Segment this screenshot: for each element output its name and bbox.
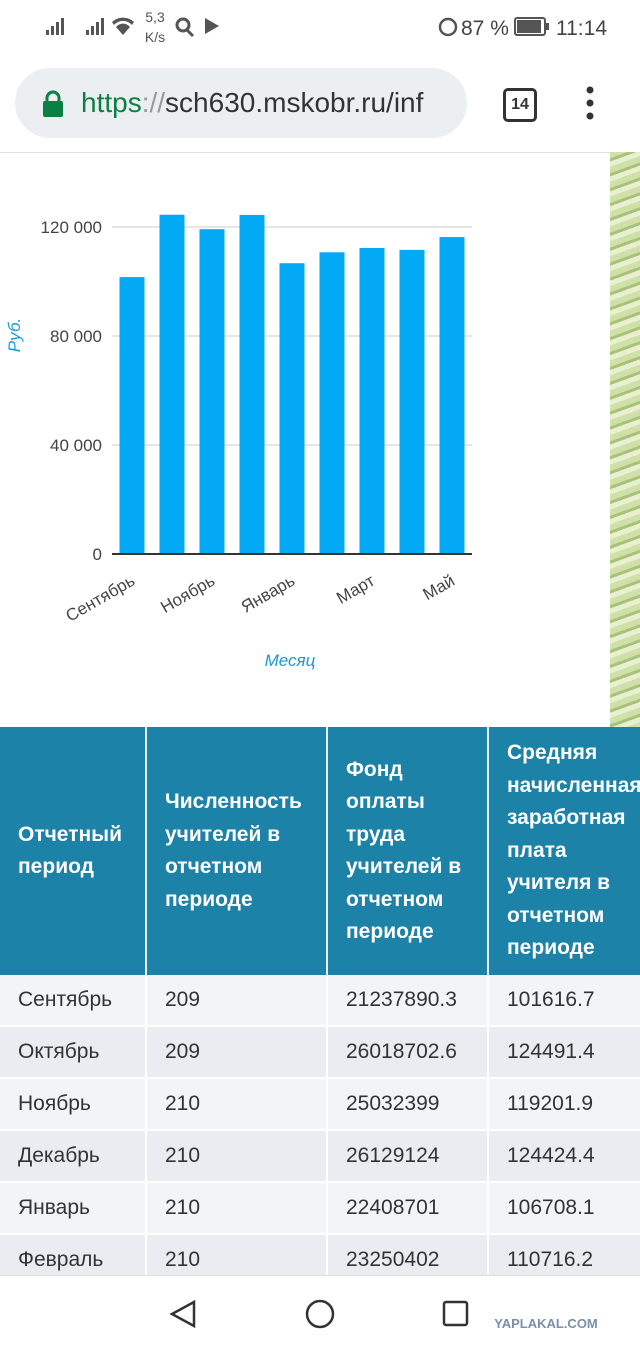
home-button[interactable] <box>305 1299 335 1329</box>
bar <box>239 214 265 554</box>
table-cell: Февраль <box>0 1234 147 1275</box>
status-bar: 5,3 K/s 87 % 11:14 <box>0 0 640 52</box>
salary-table: Отчетный период Численность учителей в от… <box>0 727 640 1275</box>
table-cell: Ноябрь <box>0 1078 147 1131</box>
header-cell: Средняя начисленная заработная плата учи… <box>488 727 640 975</box>
bar <box>399 249 425 554</box>
table-container: Отчетный период Численность учителей в от… <box>0 727 640 1275</box>
x-tick-label: Май <box>420 571 458 604</box>
url: https://sch630.mskobr.ru/inf <box>81 86 423 120</box>
header-cell: Отчетный период <box>0 727 147 975</box>
watermark: YAPLAKAL.COM <box>494 1316 598 1331</box>
table-cell: 21237890.3 <box>327 975 489 1027</box>
table-row: Февраль 210 23250402 110716.2 <box>0 1234 640 1275</box>
header-cell: Численность учителей в отчетном периоде <box>146 727 328 975</box>
bar <box>159 214 185 555</box>
net-speed: 5,3 <box>145 9 165 25</box>
address-bar[interactable]: https://sch630.mskobr.ru/inf <box>15 68 467 138</box>
recents-button[interactable] <box>442 1300 469 1327</box>
table-cell: 25032399 <box>327 1078 489 1131</box>
net-speed-unit: K/s <box>145 29 165 45</box>
y-tick-label: 40 000 <box>50 436 102 455</box>
table-row: Сентябрь 209 21237890.3 101616.7 <box>0 975 640 1027</box>
table-row: Январь 210 22408701 106708.1 <box>0 1182 640 1235</box>
table-cell: 106708.1 <box>488 1182 640 1235</box>
header-cell: Фонд оплаты труда учителей в отчетном пе… <box>327 727 489 975</box>
x-tick-label: Март <box>333 571 378 608</box>
url-host: sch630.mskobr.ru/inf <box>165 87 424 118</box>
table-cell: 110716.2 <box>488 1234 640 1275</box>
table-cell: Декабрь <box>0 1130 147 1183</box>
bar <box>359 247 385 555</box>
table-cell: 210 <box>146 1182 328 1235</box>
table-cell: 101616.7 <box>488 975 640 1027</box>
menu-button[interactable] <box>580 86 600 120</box>
table-cell: Январь <box>0 1182 147 1235</box>
x-axis-label: Месяц <box>265 651 316 670</box>
clock: 11:14 <box>556 17 607 40</box>
table-cell: Октябрь <box>0 1026 147 1079</box>
y-tick-label: 120 000 <box>41 218 102 237</box>
table-cell: 210 <box>146 1130 328 1183</box>
x-tick-label: Сентябрь <box>63 571 139 626</box>
table-cell: 210 <box>146 1234 328 1275</box>
table-cell: 23250402 <box>327 1234 489 1275</box>
table-cell: Сентябрь <box>0 975 147 1027</box>
table-cell: 26018702.6 <box>327 1026 489 1079</box>
table-cell: 124491.4 <box>488 1026 640 1079</box>
bar <box>119 277 145 554</box>
table-cell: 209 <box>146 1026 328 1079</box>
status-icons: 5,3 K/s 87 % 11:14 <box>46 9 607 45</box>
bar <box>319 252 345 555</box>
url-separator: :// <box>141 87 166 118</box>
table-cell: 209 <box>146 975 328 1027</box>
lock-icon <box>43 90 63 117</box>
navigation-bar: YAPLAKAL.COM <box>0 1275 640 1353</box>
y-axis-label: Руб. <box>5 318 24 353</box>
browser-toolbar: https://sch630.mskobr.ru/inf 14 <box>0 52 640 153</box>
x-tick-label: Ноябрь <box>157 571 218 617</box>
chart: Руб. Месяц 0 40 000 80 000 120 000 Сентябрь Н… <box>5 214 472 670</box>
header-row: Отчетный период Численность учителей в от… <box>0 727 640 975</box>
table-row: Октябрь 209 26018702.6 124491.4 <box>0 1026 640 1079</box>
x-tick-label: Январь <box>238 571 298 617</box>
table-cell: 124424.4 <box>488 1130 640 1183</box>
tab-count[interactable]: 14 <box>503 88 537 122</box>
table-row: Ноябрь 210 25032399 119201.9 <box>0 1078 640 1131</box>
y-tick-label: 80 000 <box>50 327 102 346</box>
table-cell: 119201.9 <box>488 1078 640 1131</box>
y-tick-label: 0 <box>93 545 102 564</box>
background-wallpaper <box>610 152 640 727</box>
battery-level: 87 % <box>461 17 509 40</box>
table-cell: 22408701 <box>327 1182 489 1235</box>
bar <box>199 229 225 555</box>
table-cell: 210 <box>146 1078 328 1131</box>
bar <box>279 263 305 554</box>
back-button[interactable] <box>169 1299 196 1329</box>
url-scheme: https <box>81 87 142 118</box>
nav-icons: YAPLAKAL.COM <box>169 1299 598 1331</box>
table-cell: 26129124 <box>327 1130 489 1183</box>
table-row: Декабрь 210 26129124 124424.4 <box>0 1130 640 1183</box>
bar <box>439 237 465 554</box>
